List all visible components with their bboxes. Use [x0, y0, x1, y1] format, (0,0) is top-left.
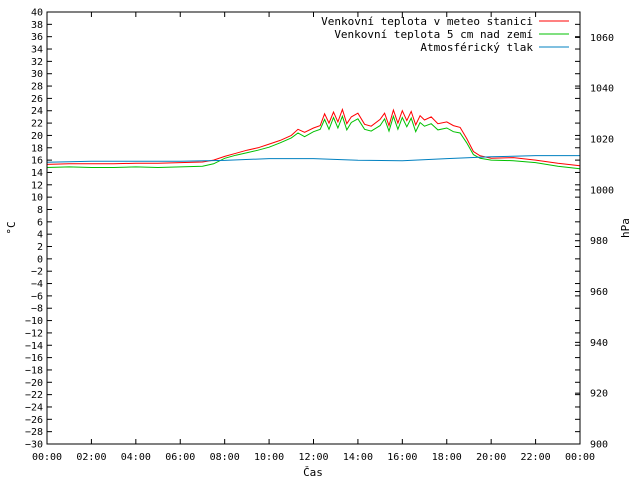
y-left-tick-label: 10: [31, 193, 43, 204]
y-left-tick-label: −8: [31, 304, 43, 315]
x-tick-label: 16:00: [387, 452, 417, 463]
y-right-tick-label: 1060: [590, 33, 614, 44]
y-left-tick-label: −18: [25, 365, 43, 376]
series-lines: [46, 107, 581, 170]
y-left-tick-label: −6: [31, 291, 43, 302]
y-left-tick-label: 18: [31, 143, 43, 154]
y-left-tick-label: −12: [25, 328, 43, 339]
y-left-tick-label: 0: [37, 254, 43, 265]
y-left-tick-label: 8: [37, 205, 43, 216]
y-left-tick-label: 28: [31, 82, 43, 93]
y-left-tick-label: −26: [25, 415, 43, 426]
x-tick-label: 06:00: [165, 452, 195, 463]
series-line-2: [46, 114, 581, 170]
y-left-tick-label: −24: [25, 402, 43, 413]
y-left-tick-label: 34: [31, 45, 43, 56]
y-left-tick-label: 40: [31, 8, 43, 19]
legend: Venkovní teplota v meteo staniciVenkovní…: [321, 15, 569, 54]
y-left-tick-label: 32: [31, 57, 43, 68]
y-left-tick-label: −28: [25, 427, 43, 438]
y-left-tick-label: 24: [31, 106, 43, 117]
y-right-tick-label: 960: [590, 287, 608, 298]
x-tick-label: 20:00: [476, 452, 506, 463]
y-right-tick-label: 920: [590, 389, 608, 400]
y-left-tick-label: −22: [25, 390, 43, 401]
y-left-tick-label: −4: [31, 279, 43, 290]
y-left-tick-label: −10: [25, 316, 43, 327]
y-axis-label-left: °C: [5, 221, 18, 234]
y-right-tick-label: 980: [590, 236, 608, 247]
y-axis-label-right: hPa: [619, 218, 632, 238]
y-left-tick-label: 26: [31, 94, 43, 105]
y-left-tick-label: 2: [37, 242, 43, 253]
y-left-tick-label: −20: [25, 378, 43, 389]
y-left-tick-label: 30: [31, 69, 43, 80]
legend-label-3: Atmosférický tlak: [420, 41, 533, 54]
y-right-tick-label: 1040: [590, 84, 614, 95]
y-left-tick-label: −30: [25, 440, 43, 451]
y-left-tick-label: 6: [37, 217, 43, 228]
x-tick-label: 18:00: [432, 452, 462, 463]
y-left-tick-label: −2: [31, 267, 43, 278]
legend-label-2: Venkovní teplota 5 cm nad zemí: [334, 28, 533, 41]
y-left-tick-label: 36: [31, 32, 43, 43]
x-tick-label: 02:00: [76, 452, 106, 463]
y-left-tick-label: −14: [25, 341, 43, 352]
x-tick-label: 22:00: [521, 452, 551, 463]
x-tick-label: 14:00: [343, 452, 373, 463]
plot-area-frame: [46, 11, 581, 445]
y-left-tick-label: 14: [31, 168, 43, 179]
y-right-tick-label: 900: [590, 440, 608, 451]
x-tick-label: 04:00: [121, 452, 151, 463]
y-left-tick-label: 12: [31, 180, 43, 191]
y-left-tick-label: 22: [31, 119, 43, 130]
x-axis-label: Čas: [303, 466, 323, 479]
x-tick-label: 00:00: [565, 452, 595, 463]
x-tick-label: 12:00: [298, 452, 328, 463]
y-left-tick-label: 20: [31, 131, 43, 142]
tick-labels: −30−28−26−24−22−20−18−16−14−12−10−8−6−4−…: [25, 8, 614, 464]
series-line-1: [46, 107, 581, 167]
series-line-3: [46, 155, 580, 163]
y-right-tick-label: 940: [590, 338, 608, 349]
y-left-tick-label: −16: [25, 353, 43, 364]
y-left-tick-label: 38: [31, 20, 43, 31]
y-left-tick-label: 4: [37, 230, 43, 241]
y-right-tick-label: 1020: [590, 135, 614, 146]
y-left-tick-label: 16: [31, 156, 43, 167]
x-tick-label: 00:00: [32, 452, 62, 463]
y-right-tick-label: 1000: [590, 185, 614, 196]
legend-label-1: Venkovní teplota v meteo stanici: [321, 15, 533, 28]
x-tick-label: 08:00: [210, 452, 240, 463]
axis-ticks: [46, 11, 581, 445]
x-tick-label: 10:00: [254, 452, 284, 463]
